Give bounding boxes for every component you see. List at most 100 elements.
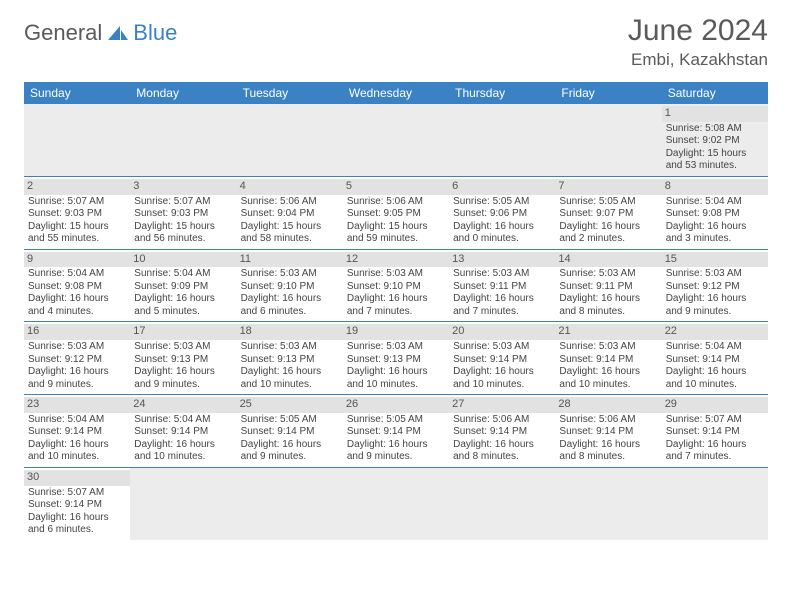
day-cell: 18Sunrise: 5:03 AMSunset: 9:13 PMDayligh… [237,322,343,395]
sunrise-text: Sunrise: 5:03 AM [241,341,339,354]
sunset-text: Sunset: 9:13 PM [134,354,232,367]
sunset-text: Sunset: 9:14 PM [453,354,551,367]
day-number: 20 [449,324,555,340]
sunset-text: Sunset: 9:10 PM [241,281,339,294]
week-row: 23Sunrise: 5:04 AMSunset: 9:14 PMDayligh… [24,395,768,468]
sunrise-text: Sunrise: 5:07 AM [666,414,764,427]
empty-cell [237,467,343,539]
sunrise-text: Sunrise: 5:03 AM [559,268,657,281]
sunset-text: Sunset: 9:14 PM [347,426,445,439]
day-header: Wednesday [343,82,449,104]
sunset-text: Sunset: 9:13 PM [347,354,445,367]
day-header: Thursday [449,82,555,104]
sunrise-text: Sunrise: 5:07 AM [28,196,126,209]
day-cell: 19Sunrise: 5:03 AMSunset: 9:13 PMDayligh… [343,322,449,395]
sunset-text: Sunset: 9:14 PM [666,426,764,439]
day-number: 23 [24,397,130,413]
daylight-text: Daylight: 15 hours and 53 minutes. [666,148,764,173]
daylight-text: Daylight: 16 hours and 10 minutes. [453,366,551,391]
sunrise-text: Sunrise: 5:05 AM [347,414,445,427]
empty-cell [237,104,343,176]
sunset-text: Sunset: 9:12 PM [28,354,126,367]
day-number: 15 [662,252,768,268]
sunset-text: Sunset: 9:04 PM [241,208,339,221]
sunrise-text: Sunrise: 5:03 AM [453,341,551,354]
day-number: 10 [130,252,236,268]
sunrise-text: Sunrise: 5:07 AM [28,487,126,500]
sunset-text: Sunset: 9:02 PM [666,135,764,148]
sunset-text: Sunset: 9:10 PM [347,281,445,294]
day-number: 19 [343,324,449,340]
day-number: 11 [237,252,343,268]
day-number: 7 [555,179,661,195]
sunset-text: Sunset: 9:03 PM [134,208,232,221]
location-label: Embi, Kazakhstan [628,50,768,70]
daylight-text: Daylight: 16 hours and 8 minutes. [559,293,657,318]
sunset-text: Sunset: 9:14 PM [28,426,126,439]
calendar-body: 1Sunrise: 5:08 AMSunset: 9:02 PMDaylight… [24,104,768,540]
day-number: 14 [555,252,661,268]
empty-cell [130,104,236,176]
sunset-text: Sunset: 9:14 PM [666,354,764,367]
day-number: 24 [130,397,236,413]
day-cell: 14Sunrise: 5:03 AMSunset: 9:11 PMDayligh… [555,249,661,322]
day-cell: 27Sunrise: 5:06 AMSunset: 9:14 PMDayligh… [449,395,555,468]
daylight-text: Daylight: 16 hours and 3 minutes. [666,221,764,246]
day-cell: 25Sunrise: 5:05 AMSunset: 9:14 PMDayligh… [237,395,343,468]
day-cell: 1Sunrise: 5:08 AMSunset: 9:02 PMDaylight… [662,104,768,176]
sunrise-text: Sunrise: 5:06 AM [241,196,339,209]
daylight-text: Daylight: 16 hours and 10 minutes. [666,366,764,391]
sunset-text: Sunset: 9:14 PM [559,426,657,439]
empty-cell [449,467,555,539]
logo-text-blue: Blue [133,20,177,46]
day-number: 27 [449,397,555,413]
day-cell: 2Sunrise: 5:07 AMSunset: 9:03 PMDaylight… [24,176,130,249]
daylight-text: Daylight: 16 hours and 6 minutes. [241,293,339,318]
empty-cell [555,104,661,176]
day-header: Monday [130,82,236,104]
day-number: 2 [24,179,130,195]
sunrise-text: Sunrise: 5:06 AM [559,414,657,427]
sunset-text: Sunset: 9:03 PM [28,208,126,221]
sunset-text: Sunset: 9:14 PM [134,426,232,439]
day-cell: 30Sunrise: 5:07 AMSunset: 9:14 PMDayligh… [24,467,130,539]
day-cell: 15Sunrise: 5:03 AMSunset: 9:12 PMDayligh… [662,249,768,322]
day-cell: 26Sunrise: 5:05 AMSunset: 9:14 PMDayligh… [343,395,449,468]
day-cell: 7Sunrise: 5:05 AMSunset: 9:07 PMDaylight… [555,176,661,249]
day-number: 8 [662,179,768,195]
day-cell: 10Sunrise: 5:04 AMSunset: 9:09 PMDayligh… [130,249,236,322]
daylight-text: Daylight: 15 hours and 56 minutes. [134,221,232,246]
daylight-text: Daylight: 15 hours and 59 minutes. [347,221,445,246]
daylight-text: Daylight: 16 hours and 9 minutes. [241,439,339,464]
day-number: 12 [343,252,449,268]
sunrise-text: Sunrise: 5:03 AM [134,341,232,354]
daylight-text: Daylight: 16 hours and 10 minutes. [559,366,657,391]
week-row: 16Sunrise: 5:03 AMSunset: 9:12 PMDayligh… [24,322,768,395]
logo-text-general: General [24,20,102,46]
empty-cell [555,467,661,539]
sunrise-text: Sunrise: 5:05 AM [559,196,657,209]
week-row: 9Sunrise: 5:04 AMSunset: 9:08 PMDaylight… [24,249,768,322]
day-header: Tuesday [237,82,343,104]
day-number: 18 [237,324,343,340]
sunrise-text: Sunrise: 5:03 AM [28,341,126,354]
empty-cell [130,467,236,539]
day-number: 3 [130,179,236,195]
daylight-text: Daylight: 16 hours and 8 minutes. [559,439,657,464]
sunset-text: Sunset: 9:14 PM [559,354,657,367]
sunrise-text: Sunrise: 5:04 AM [666,196,764,209]
daylight-text: Daylight: 16 hours and 8 minutes. [453,439,551,464]
daylight-text: Daylight: 16 hours and 5 minutes. [134,293,232,318]
sunrise-text: Sunrise: 5:03 AM [241,268,339,281]
sunrise-text: Sunrise: 5:04 AM [134,268,232,281]
sunset-text: Sunset: 9:11 PM [559,281,657,294]
sunrise-text: Sunrise: 5:04 AM [28,268,126,281]
calendar-table: SundayMondayTuesdayWednesdayThursdayFrid… [24,82,768,540]
day-cell: 9Sunrise: 5:04 AMSunset: 9:08 PMDaylight… [24,249,130,322]
sunset-text: Sunset: 9:08 PM [666,208,764,221]
daylight-text: Daylight: 16 hours and 7 minutes. [347,293,445,318]
day-cell: 23Sunrise: 5:04 AMSunset: 9:14 PMDayligh… [24,395,130,468]
daylight-text: Daylight: 16 hours and 9 minutes. [666,293,764,318]
day-cell: 21Sunrise: 5:03 AMSunset: 9:14 PMDayligh… [555,322,661,395]
sunrise-text: Sunrise: 5:04 AM [666,341,764,354]
